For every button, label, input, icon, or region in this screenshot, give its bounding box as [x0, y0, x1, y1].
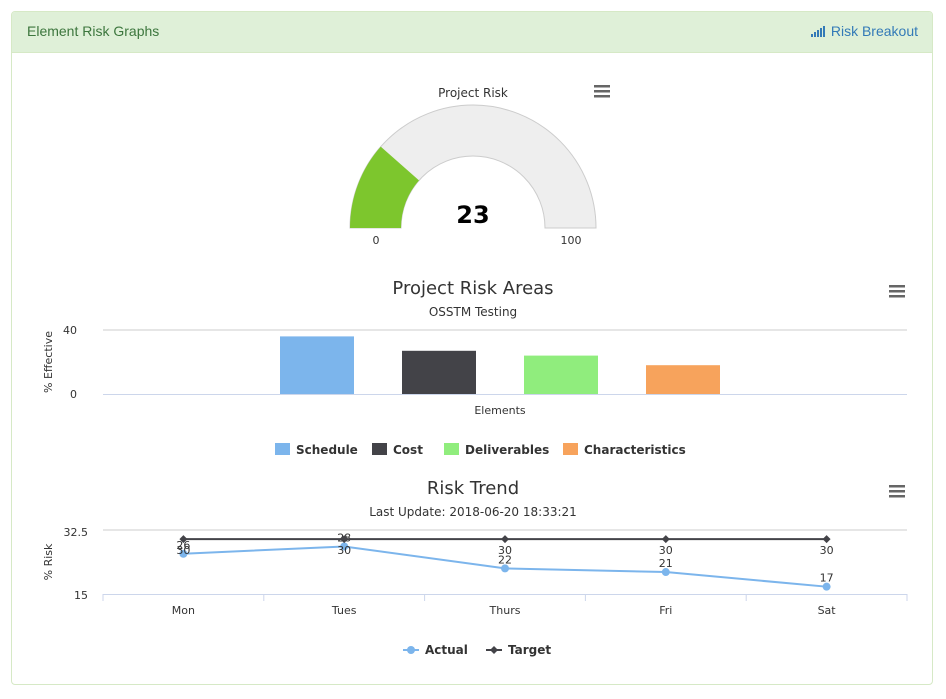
risk-breakout-link[interactable]: Risk Breakout — [810, 23, 918, 39]
point-target[interactable] — [501, 535, 509, 544]
data-label-actual: 26 — [176, 539, 190, 552]
point-target[interactable] — [661, 535, 670, 544]
legend-item-deliverables[interactable]: Deliverables — [444, 443, 549, 457]
legend-label: Deliverables — [465, 443, 549, 457]
legend-item-target[interactable]: Target — [486, 643, 551, 657]
point-actual[interactable] — [661, 568, 670, 577]
risk-breakout-label: Risk Breakout — [830, 23, 918, 39]
gauge-menu-icon[interactable] — [594, 85, 610, 98]
legend-label: Actual — [425, 643, 468, 657]
data-label-target: 30 — [337, 544, 351, 557]
panel-title: Element Risk Graphs — [27, 23, 160, 39]
data-label-target: 30 — [659, 544, 673, 557]
legend-swatch — [372, 443, 387, 455]
panel-heading: Element Risk Graphs Risk Breakout — [12, 12, 932, 53]
line-ytick-bottom: 15 — [74, 589, 88, 602]
legend-item-actual[interactable]: Actual — [403, 643, 468, 657]
gauge-min-label: 0 — [373, 234, 380, 247]
bar-ytick-bottom: 0 — [70, 388, 77, 401]
data-label-actual: 17 — [820, 572, 834, 585]
project-risk-gauge: Project Risk 23 0 100 — [349, 85, 610, 247]
line-series: 26282221173030303030 — [176, 531, 834, 591]
bar-chart-menu-icon[interactable] — [889, 285, 905, 298]
gauge-track — [349, 104, 597, 229]
gauge-value-label: 23 — [456, 201, 489, 229]
bar-x-axis-label: Elements — [474, 404, 526, 417]
bar-y-axis-label: % Effective — [42, 331, 55, 393]
line-chart-subtitle: Last Update: 2018-06-20 18:33:21 — [369, 505, 577, 519]
legend-label: Target — [508, 643, 551, 657]
line-ytick-top: 32.5 — [64, 526, 89, 539]
bar-series — [280, 336, 720, 394]
legend-swatch — [563, 443, 578, 455]
line-x-ticks: Mon Tues Thurs Fri Sat — [102, 594, 908, 617]
gauge-max-label: 100 — [561, 234, 582, 247]
point-target[interactable] — [340, 535, 349, 544]
x-tick-label: Fri — [659, 604, 672, 617]
line-legend: Actual Target — [403, 643, 551, 657]
legend-label: Cost — [393, 443, 423, 457]
point-actual[interactable] — [501, 564, 509, 573]
x-tick-label: Sat — [818, 604, 837, 617]
legend-label: Characteristics — [584, 443, 686, 457]
point-target[interactable] — [822, 535, 831, 544]
bar-deliverables[interactable] — [524, 355, 598, 394]
x-tick-label: Tues — [331, 604, 357, 617]
gauge-title: Project Risk — [438, 86, 508, 100]
data-label-target: 30 — [498, 544, 512, 557]
line-chart-title: Risk Trend — [427, 478, 519, 499]
legend-marker — [407, 646, 415, 654]
bar-legend: Schedule Cost Deliverables Characteristics — [275, 443, 686, 457]
risk-trend-chart: Risk Trend Last Update: 2018-06-20 18:33… — [42, 478, 908, 657]
bar-chart-subtitle: OSSTM Testing — [429, 305, 517, 319]
bar-characteristics[interactable] — [646, 365, 720, 394]
x-tick-label: Mon — [172, 604, 195, 617]
legend-swatch — [444, 443, 459, 455]
x-tick-label: Thurs — [489, 604, 521, 617]
project-risk-areas-chart: Project Risk Areas OSSTM Testing 40 0 % … — [42, 278, 907, 457]
point-actual[interactable] — [340, 542, 349, 551]
bar-ytick-top: 40 — [63, 324, 77, 337]
legend-item-cost[interactable]: Cost — [372, 443, 423, 457]
signal-bars-icon — [810, 25, 825, 37]
point-actual[interactable] — [179, 549, 188, 558]
bar-schedule[interactable] — [280, 336, 354, 394]
point-target[interactable] — [179, 535, 188, 544]
legend-item-schedule[interactable]: Schedule — [275, 443, 358, 457]
legend-item-characteristics[interactable]: Characteristics — [563, 443, 686, 457]
legend-marker — [490, 646, 498, 654]
line-y-axis-label: % Risk — [42, 543, 55, 580]
legend-swatch — [275, 443, 290, 455]
data-label-actual: 21 — [659, 557, 673, 570]
data-label-target: 30 — [176, 544, 190, 557]
bar-chart-title: Project Risk Areas — [392, 278, 553, 299]
data-label-actual: 22 — [498, 553, 512, 566]
bar-cost[interactable] — [402, 350, 476, 394]
point-actual[interactable] — [822, 582, 831, 591]
data-label-target: 30 — [820, 544, 834, 557]
gauge-value-arc — [350, 146, 419, 228]
line-chart-menu-icon[interactable] — [889, 485, 905, 498]
legend-label: Schedule — [296, 443, 358, 457]
